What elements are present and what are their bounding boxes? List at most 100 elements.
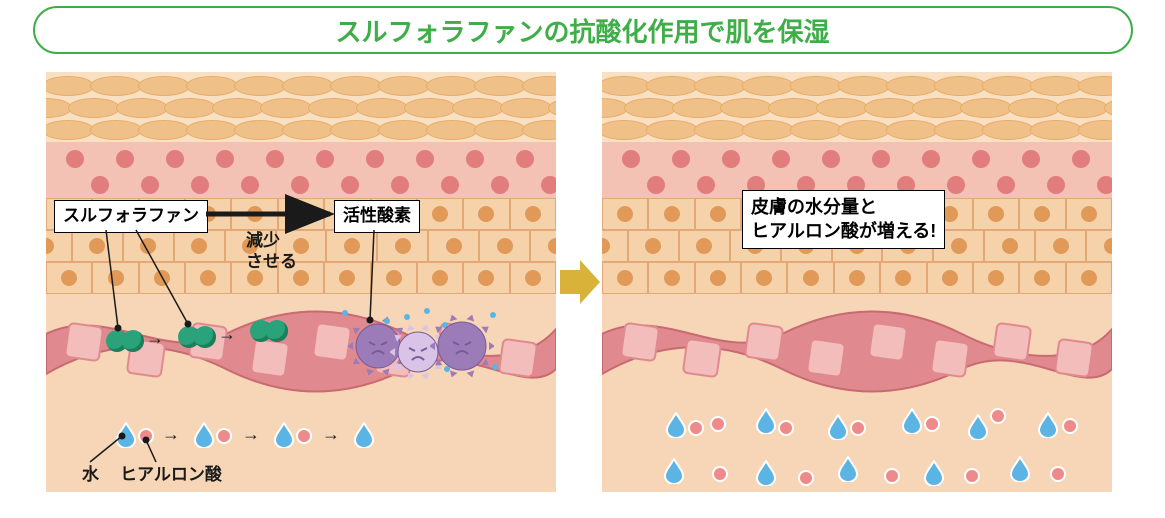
basal-cell bbox=[250, 338, 291, 379]
corneocyte-cell bbox=[522, 120, 556, 140]
corneocyte-cell bbox=[186, 120, 238, 140]
hyaluronic-icon bbox=[990, 408, 1006, 424]
corneocyte-cell bbox=[500, 98, 552, 118]
cell-nucleus bbox=[293, 206, 309, 222]
corneocyte-cell bbox=[90, 120, 142, 140]
basal-cell bbox=[992, 322, 1033, 363]
corneocyte-cell bbox=[816, 98, 868, 118]
label-reduce: 減少させる bbox=[246, 230, 297, 273]
keratinocyte-cell bbox=[463, 262, 509, 294]
keratinocyte-cell bbox=[1086, 230, 1112, 262]
granule-dot bbox=[441, 176, 459, 194]
granule-dot bbox=[241, 176, 259, 194]
progress-arrow-icon: → bbox=[322, 424, 340, 445]
keratinocyte-cell bbox=[46, 230, 72, 262]
corneocyte-cell bbox=[308, 98, 360, 118]
keratinocyte-cell bbox=[973, 198, 1019, 230]
granule-dot bbox=[291, 176, 309, 194]
keratinocyte-cell bbox=[92, 262, 138, 294]
keratinocyte-cell bbox=[927, 262, 973, 294]
cell-nucleus bbox=[432, 270, 448, 286]
basal-cell bbox=[744, 322, 785, 363]
keratinocyte-cell bbox=[741, 262, 787, 294]
spiny-layer-row bbox=[46, 230, 556, 262]
keratinocyte-cell bbox=[984, 230, 1035, 262]
diagram-panel-after: 皮膚の水分量とヒアルロン酸が増える! bbox=[602, 72, 1112, 492]
keratinocyte-cell bbox=[648, 262, 694, 294]
keratinocyte-cell bbox=[602, 230, 628, 262]
corneocyte-cell bbox=[212, 98, 264, 118]
keratinocyte-cell bbox=[695, 198, 741, 230]
cell-nucleus bbox=[710, 270, 726, 286]
corneocyte-cell bbox=[624, 98, 676, 118]
keratinocyte-cell bbox=[417, 198, 463, 230]
label-water: 水 bbox=[82, 464, 99, 485]
cell-nucleus bbox=[497, 238, 513, 254]
sulforaphane-molecule-icon bbox=[194, 326, 216, 348]
cell-nucleus bbox=[548, 238, 556, 254]
corneocyte-cell bbox=[378, 76, 430, 96]
corneocyte-cell bbox=[1056, 98, 1108, 118]
corneocyte-cell bbox=[68, 98, 120, 118]
hyaluronic-icon bbox=[296, 428, 312, 444]
result-label: 皮膚の水分量とヒアルロン酸が増える! bbox=[742, 190, 945, 249]
cell-nucleus bbox=[664, 270, 680, 286]
keratinocyte-cell bbox=[1066, 262, 1112, 294]
cell-nucleus bbox=[432, 206, 448, 222]
keratinocyte-cell bbox=[463, 198, 509, 230]
cell-nucleus bbox=[525, 270, 541, 286]
granule-dot bbox=[316, 150, 334, 168]
keratinocyte-cell bbox=[72, 230, 123, 262]
cell-nucleus bbox=[645, 238, 661, 254]
granule-dot bbox=[91, 176, 109, 194]
water-drop-icon bbox=[274, 422, 294, 448]
corneocyte-cell bbox=[864, 98, 916, 118]
keratinocyte-cell bbox=[324, 262, 370, 294]
water-drop-icon bbox=[666, 412, 686, 438]
keratinocyte-cell bbox=[510, 262, 556, 294]
water-drop-icon bbox=[194, 422, 214, 448]
corneocyte-cell bbox=[886, 76, 938, 96]
keratinocyte-cell bbox=[185, 262, 231, 294]
granule-dot bbox=[266, 150, 284, 168]
corneocyte-row bbox=[602, 98, 1112, 118]
corneocyte-cell bbox=[186, 76, 238, 96]
water-drop-icon bbox=[756, 408, 776, 434]
corneocyte-cell bbox=[426, 120, 478, 140]
cell-nucleus bbox=[200, 270, 216, 286]
keratinocyte-cell bbox=[278, 198, 324, 230]
corneocyte-cell bbox=[116, 98, 168, 118]
cell-nucleus bbox=[154, 270, 170, 286]
corneocyte-cell bbox=[960, 98, 1012, 118]
keratinocyte-cell bbox=[123, 230, 174, 262]
granule-dot bbox=[997, 176, 1015, 194]
corneocyte-cell bbox=[164, 98, 216, 118]
spiny-layer-row bbox=[46, 262, 556, 294]
granule-dot bbox=[1022, 150, 1040, 168]
corneocyte-cell bbox=[330, 120, 382, 140]
sweat-icon bbox=[490, 312, 498, 320]
granule-dot bbox=[922, 150, 940, 168]
granule-dot bbox=[672, 150, 690, 168]
corneocyte-cell bbox=[602, 120, 650, 140]
cell-nucleus bbox=[1081, 206, 1097, 222]
keratinocyte-cell bbox=[417, 262, 463, 294]
cell-nucleus bbox=[140, 238, 156, 254]
basal-cell bbox=[64, 322, 105, 363]
keratinocyte-cell bbox=[973, 262, 1019, 294]
keratinocyte-cell bbox=[46, 262, 92, 294]
corneocyte-cell bbox=[404, 98, 456, 118]
water-drop-icon bbox=[1038, 412, 1058, 438]
granule-dot bbox=[366, 150, 384, 168]
hyaluronic-icon bbox=[216, 428, 232, 444]
hyaluronic-icon bbox=[798, 470, 814, 486]
corneocyte-cell bbox=[934, 76, 986, 96]
keratinocyte-cell bbox=[479, 230, 530, 262]
corneocyte-cell bbox=[720, 98, 772, 118]
cell-nucleus bbox=[988, 206, 1004, 222]
cell-nucleus bbox=[1034, 270, 1050, 286]
keratinocyte-cell bbox=[139, 262, 185, 294]
keratinocyte-cell bbox=[326, 230, 377, 262]
label-hyaluronic: ヒアルロン酸 bbox=[120, 464, 222, 485]
label-ros: 活性酸素 bbox=[334, 200, 420, 233]
